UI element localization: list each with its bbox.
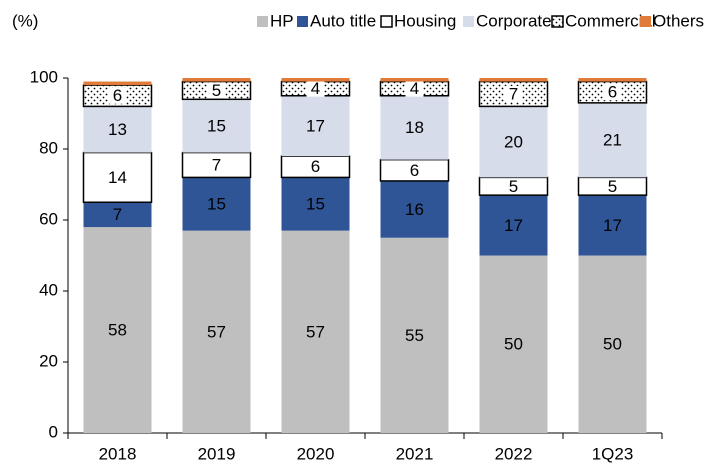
bar-segment [380, 78, 449, 82]
data-label: 57 [306, 322, 325, 341]
bar-segment [182, 230, 251, 433]
bar-segment [578, 195, 647, 256]
y-tick-label: 80 [39, 138, 58, 157]
data-label: 21 [603, 131, 622, 150]
bar-segment [281, 177, 350, 231]
label-bg [207, 82, 226, 99]
y-tick-label: 60 [39, 209, 58, 228]
x-tick-label: 2021 [396, 444, 434, 463]
data-label: 17 [603, 216, 622, 235]
bar-segment [83, 106, 152, 153]
data-label: 15 [207, 195, 226, 214]
bar-segment [83, 202, 152, 228]
data-label: 6 [410, 161, 419, 180]
data-label: 15 [207, 116, 226, 135]
data-label: 4 [311, 79, 320, 98]
data-label: 6 [608, 83, 617, 102]
bar-segment [479, 195, 548, 256]
data-label: 15 [306, 195, 325, 214]
data-label: 58 [108, 321, 127, 340]
data-label: 5 [608, 177, 617, 196]
bar-segment [83, 81, 152, 86]
data-label: 18 [405, 118, 424, 137]
data-label: 7 [113, 205, 122, 224]
bar-segment [182, 99, 251, 153]
label-bg [108, 87, 127, 104]
label-bg [306, 80, 325, 97]
data-label: 5 [509, 177, 518, 196]
legend-swatch [257, 16, 268, 27]
y-tick-label: 20 [39, 351, 58, 370]
legend-label: Housing [394, 11, 456, 30]
legend-label: Others [653, 11, 704, 30]
label-bg [603, 84, 622, 101]
data-label: 50 [504, 335, 523, 354]
legend-swatch [380, 15, 393, 28]
legend-label: HP [270, 11, 294, 30]
x-tick-label: 2019 [198, 444, 236, 463]
data-label: 13 [108, 120, 127, 139]
legend-label: Corporate [476, 11, 552, 30]
y-axis-label: (%) [12, 11, 38, 30]
data-label: 6 [113, 86, 122, 105]
y-tick-label: 0 [49, 422, 58, 441]
bar-segment [578, 255, 647, 433]
bar-segment [281, 230, 350, 433]
data-label: 17 [504, 216, 523, 235]
data-label: 7 [509, 84, 518, 103]
bar-segment [578, 78, 647, 82]
legend-swatch [551, 15, 564, 28]
label-bg [405, 80, 424, 97]
data-label: 5 [212, 81, 221, 100]
x-tick-label: 2020 [297, 444, 335, 463]
bar-segment [182, 78, 251, 82]
legend-swatch [640, 16, 651, 27]
data-label: 16 [405, 200, 424, 219]
legend-label: Auto title [310, 11, 376, 30]
legend-swatch [463, 16, 474, 27]
bar-segment [479, 106, 548, 178]
bar-segment [479, 78, 548, 82]
data-label: 4 [410, 79, 419, 98]
data-label: 55 [405, 326, 424, 345]
data-label: 14 [108, 168, 127, 187]
bar-segment [82, 151, 153, 204]
bar-segment [479, 255, 548, 433]
x-tick-label: 1Q23 [592, 444, 634, 463]
y-tick-label: 100 [30, 67, 58, 86]
x-tick-label: 2022 [495, 444, 533, 463]
data-label: 20 [504, 132, 523, 151]
bar-segment [380, 237, 449, 433]
legend-swatch [297, 16, 308, 27]
bar-segment [182, 177, 251, 231]
data-label: 17 [306, 116, 325, 135]
x-tick-label: 2018 [99, 444, 137, 463]
bar-segment [380, 95, 449, 160]
data-label: 50 [603, 335, 622, 354]
data-label: 7 [212, 155, 221, 174]
data-label: 6 [311, 157, 320, 176]
data-label: 57 [207, 322, 226, 341]
bar-segment [578, 102, 647, 178]
y-tick-label: 40 [39, 280, 58, 299]
legend-label: Commercial [565, 11, 656, 30]
bar-segment [281, 95, 350, 157]
bar-segment [281, 78, 350, 82]
bar-segment [83, 227, 152, 433]
bar-segment [380, 180, 449, 238]
label-bg [504, 85, 523, 102]
